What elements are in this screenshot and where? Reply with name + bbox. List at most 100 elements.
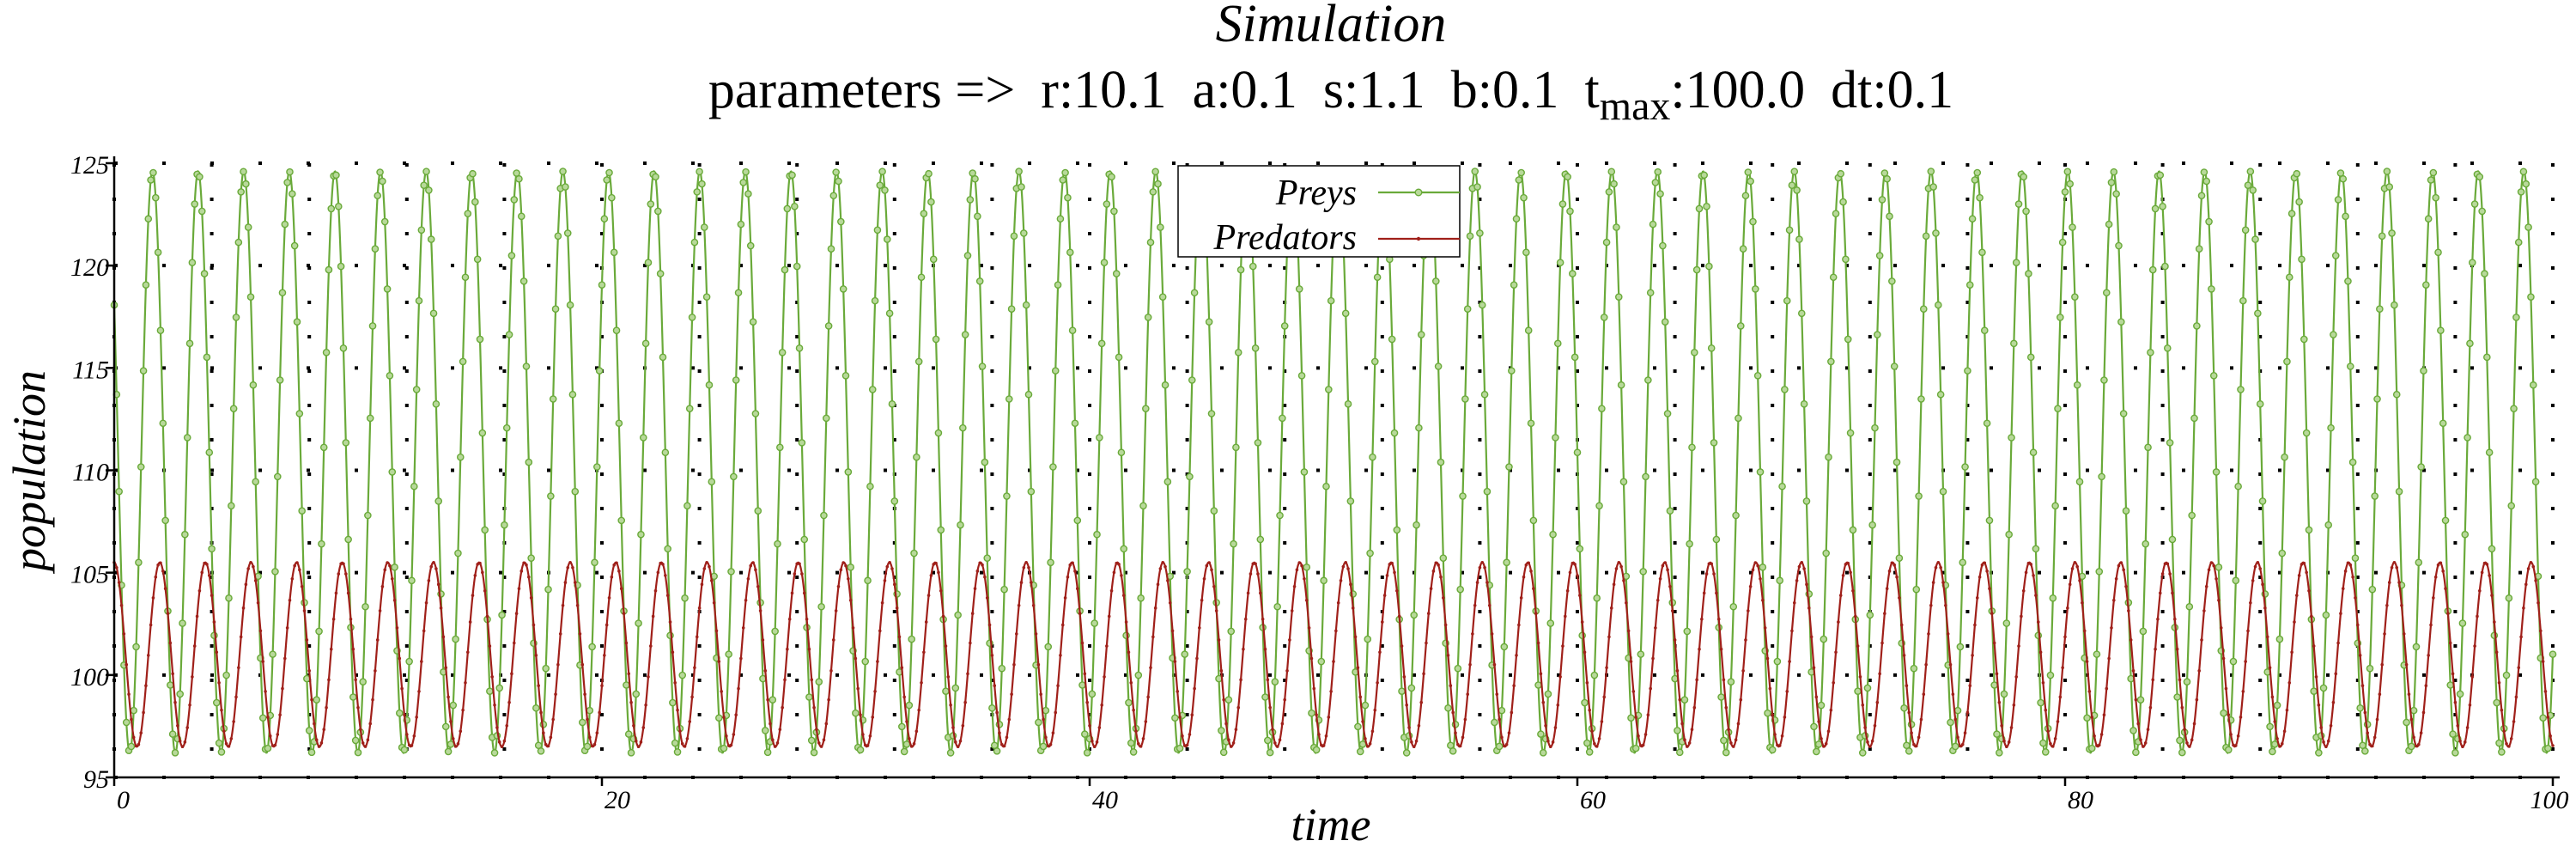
data-point-preys (2481, 270, 2488, 277)
data-point-predators (1797, 564, 1801, 569)
data-point-preys (800, 535, 809, 544)
data-point-predators (283, 656, 287, 661)
data-point-preys (1537, 730, 1545, 738)
data-point-predators (2546, 716, 2550, 719)
data-point-preys (2342, 212, 2349, 221)
data-point-predators (680, 742, 684, 746)
data-point-predators (495, 726, 499, 729)
data-point-preys (2544, 744, 2552, 752)
data-point-predators (434, 567, 438, 570)
data-point-preys (1741, 192, 1750, 200)
data-point-preys (2117, 318, 2125, 326)
data-point-preys (715, 714, 723, 722)
data-point-preys (176, 690, 184, 698)
data-point-preys (2512, 314, 2520, 321)
data-point-preys (763, 748, 772, 757)
data-point-preys (881, 186, 889, 194)
data-point-predators (154, 575, 158, 579)
data-point-preys (273, 472, 282, 481)
data-point-preys (271, 568, 279, 576)
data-point-predators (1303, 576, 1306, 581)
data-point-predators (115, 565, 118, 570)
data-point-predators (1324, 734, 1328, 738)
data-point-preys (2527, 293, 2535, 301)
data-point-predators (180, 745, 185, 749)
data-point-predators (2097, 743, 2101, 747)
data-point-predators (1751, 568, 1755, 572)
data-point-preys (2058, 238, 2067, 247)
data-point-predators (1060, 623, 1065, 627)
data-point-preys (2464, 434, 2471, 442)
data-point-predators (793, 572, 797, 576)
data-point-preys (673, 748, 682, 756)
data-point-predators (1373, 708, 1377, 712)
data-point-preys (1675, 748, 1684, 757)
data-point-predators (417, 690, 421, 693)
data-point-predators (2326, 739, 2330, 743)
data-point-predators (1395, 588, 1399, 593)
data-point-predators (2041, 681, 2045, 685)
data-point-preys (1295, 285, 1303, 293)
data-point-preys (2054, 405, 2062, 412)
data-point-predators (2036, 620, 2040, 624)
data-point-predators (1675, 669, 1680, 673)
data-point-preys (452, 635, 459, 643)
data-point-predators (490, 675, 494, 679)
data-point-preys (2461, 530, 2470, 539)
data-point-predators (1727, 728, 1730, 731)
data-point-predators (975, 570, 980, 573)
data-point-predators (1414, 739, 1419, 743)
data-point-predators (1095, 740, 1099, 744)
data-point-preys (1732, 511, 1740, 520)
data-point-predators (1320, 743, 1323, 747)
data-point-predators (1307, 626, 1311, 630)
data-point-predators (1832, 681, 1835, 685)
data-point-predators (1120, 574, 1123, 577)
data-point-predators (2409, 717, 2414, 722)
data-point-predators (317, 745, 321, 748)
data-point-preys (505, 331, 513, 338)
data-point-predators (1139, 745, 1143, 748)
data-point-preys (1161, 381, 1170, 389)
data-point-predators (771, 738, 775, 742)
data-point-predators (693, 666, 696, 670)
data-point-preys (817, 602, 825, 611)
data-point-preys (354, 748, 362, 757)
data-point-predators (1898, 596, 1901, 600)
data-point-predators (712, 600, 716, 605)
data-point-predators (1524, 563, 1528, 567)
data-point-preys (1096, 434, 1103, 442)
data-point-preys (1303, 564, 1311, 571)
data-point-preys (127, 742, 136, 751)
data-point-predators (2099, 733, 2104, 736)
data-point-preys (376, 168, 384, 176)
data-point-predators (1356, 666, 1360, 670)
data-point-predators (1826, 729, 1831, 734)
data-point-preys (827, 245, 835, 253)
data-point-predators (232, 720, 235, 723)
series-layer (110, 168, 2557, 757)
data-point-preys (885, 309, 894, 318)
data-point-preys (1534, 681, 1542, 689)
data-point-preys (1344, 400, 1352, 408)
data-point-predators (1278, 738, 1282, 742)
data-point-preys (2378, 232, 2386, 241)
data-point-predators (2531, 564, 2536, 569)
data-point-predators (220, 708, 223, 712)
data-point-predators (2293, 620, 2296, 624)
data-point-predators (1532, 587, 1535, 591)
data-point-predators (1643, 733, 1648, 736)
data-point-preys (2195, 245, 2203, 253)
data-point-predators (612, 563, 616, 567)
data-point-predators (1959, 744, 1962, 748)
data-point-preys (1752, 285, 1759, 293)
data-point-preys (1044, 643, 1053, 651)
data-point-preys (115, 487, 123, 496)
data-point-preys (1461, 395, 1469, 403)
data-point-preys (664, 545, 671, 553)
data-point-preys (1585, 748, 1594, 756)
data-point-preys (2493, 698, 2500, 707)
data-point-preys (1888, 277, 1896, 285)
data-point-preys (1515, 176, 1523, 184)
data-point-preys (866, 482, 874, 490)
